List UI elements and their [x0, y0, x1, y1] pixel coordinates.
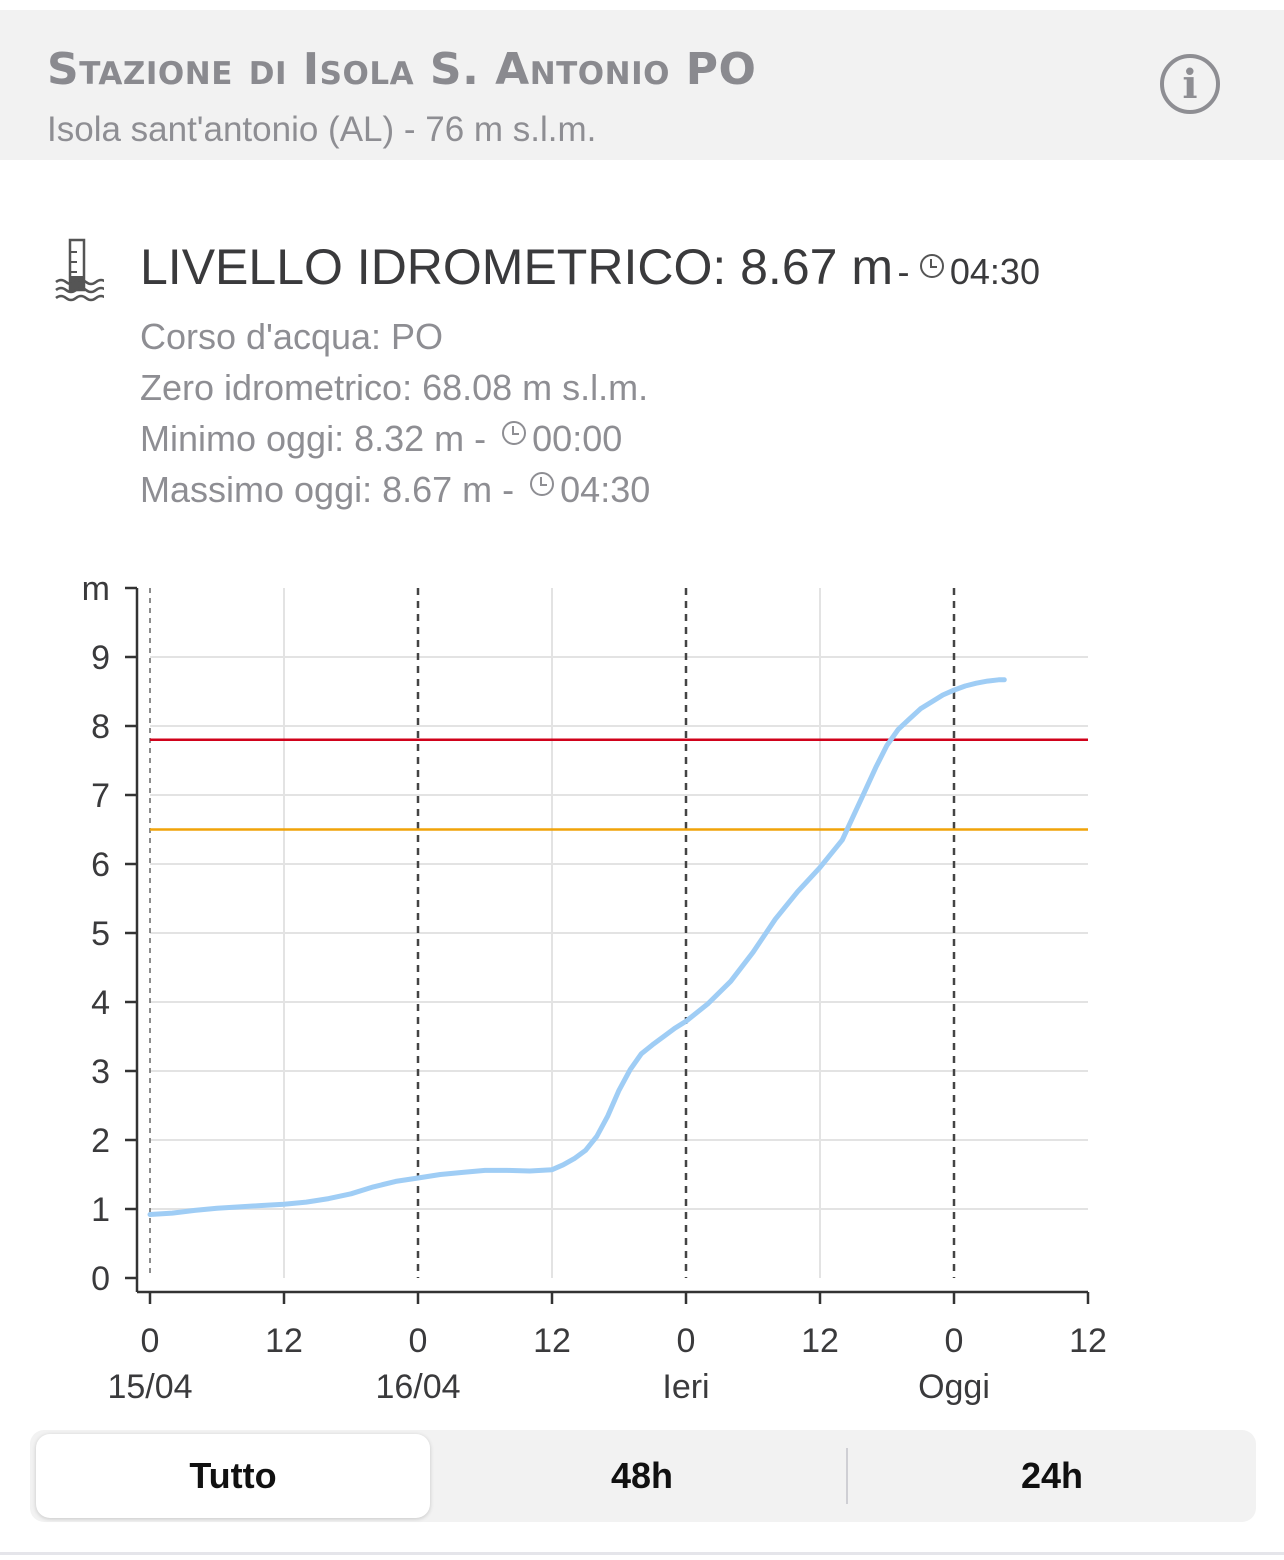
clock-icon [530, 472, 555, 496]
gauge-zero: Zero idrometrico: 68.08 m s.l.m. [140, 367, 649, 408]
max-today-label: Massimo oggi: 8.67 m - [140, 469, 515, 510]
x-tick-label: 12 [1069, 1322, 1107, 1360]
x-tick-label: 0 [141, 1322, 160, 1360]
x-day-label: Oggi [918, 1368, 990, 1406]
y-tick-label: 7 [91, 777, 110, 815]
range-option-48h[interactable]: 48h [610, 1455, 674, 1496]
x-day-label: 15/04 [107, 1368, 192, 1406]
clock-icon [502, 421, 527, 445]
min-today-time: 00:00 [532, 418, 623, 459]
max-today-time: 04:30 [560, 469, 651, 510]
bottom-divider [0, 1552, 1284, 1555]
segment-divider [846, 1448, 848, 1504]
range-option-tutto[interactable]: Tutto [36, 1434, 430, 1518]
y-axis-label: m [82, 570, 110, 608]
x-day-label: 16/04 [375, 1368, 460, 1406]
y-tick-label: 1 [91, 1191, 110, 1229]
y-tick-label: 4 [91, 984, 110, 1022]
water-gauge-icon [55, 238, 104, 302]
water-level-line [147, 677, 1007, 1217]
y-tick-label: 8 [91, 708, 110, 746]
max-today: Massimo oggi: 8.67 m - 04:30 [140, 469, 650, 511]
reading-time: 04:30 [949, 251, 1040, 292]
x-day-label: Ieri [662, 1368, 709, 1406]
station-title: Stazione di Isola S. Antonio PO [47, 44, 757, 95]
station-header: Stazione di Isola S. Antonio PO Isola sa… [0, 10, 1284, 160]
clock-icon [919, 254, 944, 278]
range-selector: Tutto 48h 24h [30, 1430, 1256, 1522]
y-tick-label: 3 [91, 1053, 110, 1091]
x-tick-label: 0 [409, 1322, 428, 1360]
x-tick-label: 12 [801, 1322, 839, 1360]
y-tick-label: 9 [91, 639, 110, 677]
y-tick-label: 0 [91, 1260, 110, 1298]
water-level-label: LIVELLO IDROMETRICO: 8.67 m [140, 239, 893, 295]
range-option-24h[interactable]: 24h [1020, 1455, 1084, 1496]
x-tick-label: 12 [265, 1322, 303, 1360]
min-today: Minimo oggi: 8.32 m - 00:00 [140, 418, 622, 460]
y-tick-label: 2 [91, 1122, 110, 1160]
reading-separator: - [897, 251, 910, 292]
min-today-label: Minimo oggi: 8.32 m - [140, 418, 487, 459]
water-level-reading: LIVELLO IDROMETRICO: 8.67 m - 04:30 [140, 238, 1040, 296]
info-icon[interactable]: i [1160, 54, 1220, 114]
x-tick-label: 0 [677, 1322, 696, 1360]
x-tick-label: 0 [945, 1322, 964, 1360]
station-subtitle: Isola sant'antonio (AL) - 76 m s.l.m. [47, 110, 597, 149]
y-tick-label: 6 [91, 846, 110, 884]
x-tick-label: 12 [533, 1322, 571, 1360]
y-tick-label: 5 [91, 915, 110, 953]
watercourse: Corso d'acqua: PO [140, 316, 444, 357]
